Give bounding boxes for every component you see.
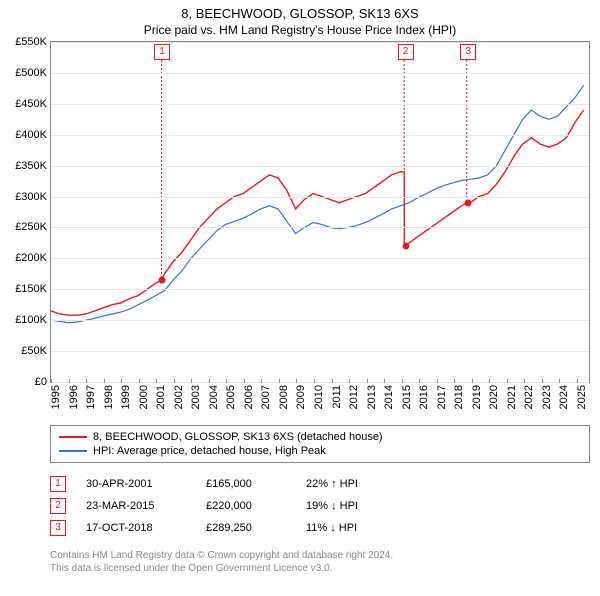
legend: 8, BEECHWOOD, GLOSSOP, SK13 6XS (detache…: [50, 425, 590, 463]
x-axis-label: 2011: [331, 385, 343, 409]
y-axis-label: £400K: [15, 129, 51, 141]
x-axis-label: 1995: [50, 385, 62, 409]
sale-delta: 11% ↓ HPI: [306, 522, 446, 534]
x-axis-label: 2008: [278, 385, 290, 409]
x-axis-label: 2016: [418, 385, 430, 409]
x-axis-label: 2023: [541, 385, 553, 409]
x-axis-label: 2021: [506, 385, 518, 409]
x-axis-label: 2014: [383, 385, 395, 409]
sale-dot: [465, 200, 472, 207]
x-axis-label: 2020: [488, 385, 500, 409]
sale-price: £220,000: [206, 500, 306, 512]
series-line-property: [51, 110, 584, 315]
x-axis-label: 2003: [190, 385, 202, 409]
legend-item: HPI: Average price, detached house, High…: [59, 444, 581, 458]
y-axis-label: £150K: [15, 283, 51, 295]
legend-label: HPI: Average price, detached house, High…: [93, 445, 326, 457]
y-axis-label: £50K: [21, 345, 51, 357]
x-axis-label: 2019: [471, 385, 483, 409]
footer-line: Contains HM Land Registry data © Crown c…: [50, 549, 590, 562]
sale-marker-icon: 2: [50, 498, 66, 514]
x-axis-labels: 1995 1996 1997 1998 1999 2000 2001 2002 2003 2004…: [50, 383, 590, 419]
x-axis-label: 2001: [155, 385, 167, 409]
sale-delta: 22% ↑ HPI: [306, 478, 446, 490]
x-axis-label: 2004: [208, 385, 220, 409]
chart-plot-area: £0£50K£100K£150K£200K£250K£300K£350K£400…: [50, 41, 590, 383]
legend-swatch: [59, 450, 87, 452]
sale-marker-icon: 3: [50, 520, 66, 536]
chart-title: 8, BEECHWOOD, GLOSSOP, SK13 6XS: [0, 6, 600, 21]
sale-marker-icon: 1: [50, 476, 66, 492]
x-axis-label: 2013: [366, 385, 378, 409]
y-axis-label: £550K: [15, 36, 51, 48]
x-axis-label: 1996: [68, 385, 80, 409]
legend-swatch: [59, 436, 87, 438]
sale-row: 3 17-OCT-2018 £289,250 11% ↓ HPI: [50, 517, 590, 539]
x-axis-label: 2006: [243, 385, 255, 409]
x-axis-label: 2022: [523, 385, 535, 409]
chart-subtitle: Price paid vs. HM Land Registry's House …: [0, 23, 600, 37]
x-axis-label: 2010: [313, 385, 325, 409]
chart-svg: [51, 42, 589, 382]
x-axis-label: 1998: [103, 385, 115, 409]
y-axis-label: £100K: [15, 314, 51, 326]
y-axis-label: £0: [35, 376, 51, 388]
footer-line: This data is licensed under the Open Gov…: [50, 562, 590, 575]
x-axis-label: 2009: [295, 385, 307, 409]
x-axis-label: 2025: [576, 385, 588, 409]
sales-table: 1 30-APR-2001 £165,000 22% ↑ HPI 2 23-MA…: [50, 473, 590, 539]
x-axis-label: 2017: [436, 385, 448, 409]
sale-dot: [402, 243, 409, 250]
footer: Contains HM Land Registry data © Crown c…: [50, 549, 590, 575]
y-axis-label: £250K: [15, 221, 51, 233]
y-axis-label: £450K: [15, 98, 51, 110]
x-axis-label: 1997: [85, 385, 97, 409]
x-axis-label: 1999: [120, 385, 132, 409]
sale-date: 30-APR-2001: [86, 478, 206, 490]
x-axis-label: 2018: [453, 385, 465, 409]
x-axis-label: 2012: [348, 385, 360, 409]
series-line-hpi: [51, 85, 584, 322]
sale-date: 17-OCT-2018: [86, 522, 206, 534]
y-axis-label: £200K: [15, 252, 51, 264]
legend-item: 8, BEECHWOOD, GLOSSOP, SK13 6XS (detache…: [59, 430, 581, 444]
sale-date: 23-MAR-2015: [86, 500, 206, 512]
sale-price: £165,000: [206, 478, 306, 490]
x-axis-label: 2015: [401, 385, 413, 409]
sale-marker-icon: 2: [398, 44, 414, 60]
x-axis-label: 2024: [558, 385, 570, 409]
sale-row: 2 23-MAR-2015 £220,000 19% ↓ HPI: [50, 495, 590, 517]
x-axis-label: 2000: [138, 385, 150, 409]
legend-label: 8, BEECHWOOD, GLOSSOP, SK13 6XS (detache…: [93, 431, 383, 443]
y-axis-label: £300K: [15, 191, 51, 203]
sale-row: 1 30-APR-2001 £165,000 22% ↑ HPI: [50, 473, 590, 495]
y-axis-label: £500K: [15, 67, 51, 79]
x-axis-label: 2002: [173, 385, 185, 409]
sale-marker-icon: 3: [460, 44, 476, 60]
sale-price: £289,250: [206, 522, 306, 534]
sale-delta: 19% ↓ HPI: [306, 500, 446, 512]
chart-container: 8, BEECHWOOD, GLOSSOP, SK13 6XS Price pa…: [0, 6, 600, 596]
sale-dot: [158, 277, 165, 284]
y-axis-label: £350K: [15, 160, 51, 172]
sale-marker-icon: 1: [154, 44, 170, 60]
x-axis-label: 2007: [260, 385, 272, 409]
x-axis-label: 2005: [225, 385, 237, 409]
